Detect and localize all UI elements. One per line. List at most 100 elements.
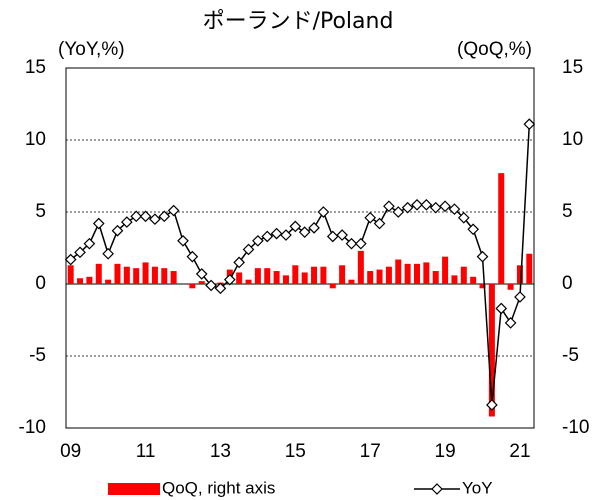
bar (142, 262, 149, 284)
bar (245, 279, 252, 284)
bar (479, 284, 486, 289)
y-tick-label: -10 (19, 417, 46, 438)
marker (392, 206, 405, 218)
marker (252, 234, 264, 247)
marker (317, 206, 330, 218)
marker (120, 216, 133, 228)
legend-marker (431, 483, 443, 495)
legend-label: YoY (462, 478, 493, 497)
bar (105, 279, 112, 284)
y2-tick-label: -5 (562, 345, 579, 366)
bar (357, 250, 364, 284)
bar (329, 284, 336, 289)
marker (514, 291, 526, 303)
marker (270, 227, 283, 240)
marker (354, 237, 367, 250)
marker (345, 237, 358, 250)
bar (320, 266, 327, 284)
marker (486, 399, 498, 411)
marker (401, 201, 414, 214)
bar (451, 275, 458, 284)
bar (348, 279, 355, 284)
marker (74, 246, 86, 259)
bar (460, 266, 467, 284)
marker (373, 217, 386, 230)
marker (448, 203, 461, 215)
y2-tick-label: 10 (562, 129, 583, 150)
chart-title: ポーランド/Poland (203, 9, 394, 34)
legend-label: QoQ, right axis (162, 478, 275, 497)
x-tick-label: 09 (60, 441, 81, 462)
bar (77, 278, 84, 284)
marker (242, 243, 255, 256)
x-tick-label: 19 (435, 441, 456, 462)
marker (326, 230, 339, 243)
marker (420, 198, 433, 211)
y2-tick-label: 0 (562, 273, 573, 294)
plot-frame (65, 67, 535, 429)
marker (177, 234, 189, 247)
marker (139, 210, 152, 223)
bar (198, 281, 205, 284)
marker (149, 213, 161, 226)
marker (195, 268, 208, 280)
marker (457, 211, 470, 224)
bar (95, 263, 102, 284)
bar (114, 263, 121, 284)
marker (186, 250, 199, 263)
marker (504, 317, 517, 329)
marker (439, 200, 451, 213)
marker (429, 201, 442, 214)
marker (364, 211, 377, 224)
marker (298, 226, 311, 239)
bar (488, 284, 495, 417)
bar (423, 262, 430, 284)
bar (498, 173, 505, 284)
marker (233, 256, 246, 269)
y2-tick-label: 5 (562, 201, 573, 222)
bar (339, 265, 346, 284)
marker (383, 200, 395, 213)
bar (236, 272, 243, 284)
x-tick-label: 13 (210, 441, 231, 462)
bar (526, 253, 533, 284)
bar (442, 256, 449, 284)
y2-tick-label: -10 (562, 417, 589, 438)
marker (467, 223, 480, 236)
bar (470, 276, 477, 284)
y-axis-label: (YoY,%) (58, 39, 125, 60)
x-tick-label: 21 (509, 441, 530, 462)
bar (301, 272, 308, 284)
marker (336, 229, 348, 241)
legend-swatch (108, 483, 160, 495)
x-tick-label: 11 (136, 441, 156, 462)
y-tick-label: 5 (35, 201, 46, 222)
marker (214, 282, 227, 295)
bar (264, 268, 271, 284)
marker (102, 247, 114, 260)
bar (86, 276, 93, 284)
bar (123, 266, 130, 284)
marker (289, 220, 302, 233)
bar (385, 266, 392, 284)
bar (151, 266, 158, 284)
bar (311, 266, 318, 284)
bar (367, 271, 374, 284)
marker (223, 273, 236, 286)
marker (476, 250, 489, 263)
bar (282, 275, 289, 284)
marker (64, 253, 77, 266)
marker (83, 237, 96, 250)
bar (292, 265, 299, 284)
bar (161, 268, 168, 284)
bar (254, 268, 261, 284)
marker (205, 279, 217, 292)
line (70, 124, 531, 406)
marker (280, 229, 292, 241)
bar (507, 284, 514, 290)
marker (308, 221, 320, 234)
marker (495, 302, 508, 315)
bar (432, 271, 439, 284)
bar (189, 284, 196, 289)
